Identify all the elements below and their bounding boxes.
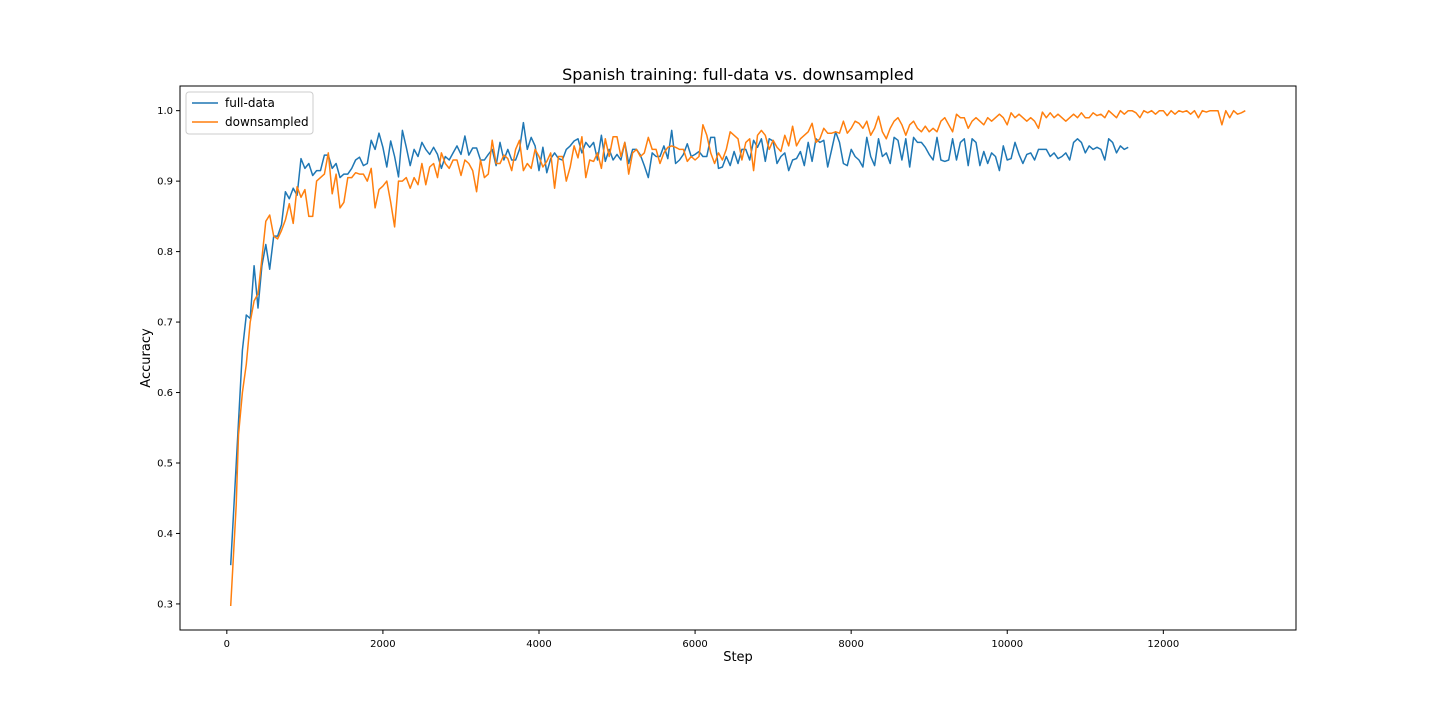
series-line-downsampled	[229, 109, 1246, 607]
y-axis-label: Accuracy	[139, 328, 154, 388]
x-tick-label: 10000	[991, 639, 1023, 650]
plot-area-frame	[179, 85, 1297, 631]
x-tick-label: 4000	[526, 639, 551, 650]
y-tick-label: 0.8	[157, 247, 173, 258]
x-tick-label: 6000	[682, 639, 707, 650]
x-tick-label: 0	[224, 639, 230, 650]
x-tick-label: 8000	[838, 639, 863, 650]
y-tick-label: 0.4	[157, 529, 173, 540]
legend-label-downsampled: downsampled	[225, 115, 309, 129]
legend-label-full-data: full-data	[225, 96, 275, 110]
y-tick-label: 0.7	[157, 318, 173, 329]
y-tick-label: 0.3	[157, 599, 173, 610]
y-tick-label: 1.0	[157, 106, 173, 117]
y-axis: 0.3 0.4 0.5 0.6 0.7 0.8 0.9 1.0	[157, 106, 180, 610]
x-tick-label: 12000	[1147, 639, 1179, 650]
legend: full-data downsampled	[185, 91, 314, 135]
chart-title: Spanish training: full-data vs. downsamp…	[562, 65, 914, 84]
x-axis: 0 2000 4000 6000 8000 10000 12000	[224, 630, 1179, 650]
y-tick-label: 0.5	[157, 458, 173, 469]
series-layer	[229, 109, 1246, 607]
x-tick-label: 2000	[370, 639, 395, 650]
series-line-full-data	[229, 121, 1129, 566]
x-axis-label: Step	[723, 650, 753, 665]
y-tick-label: 0.6	[157, 388, 173, 399]
y-tick-label: 0.9	[157, 177, 173, 188]
